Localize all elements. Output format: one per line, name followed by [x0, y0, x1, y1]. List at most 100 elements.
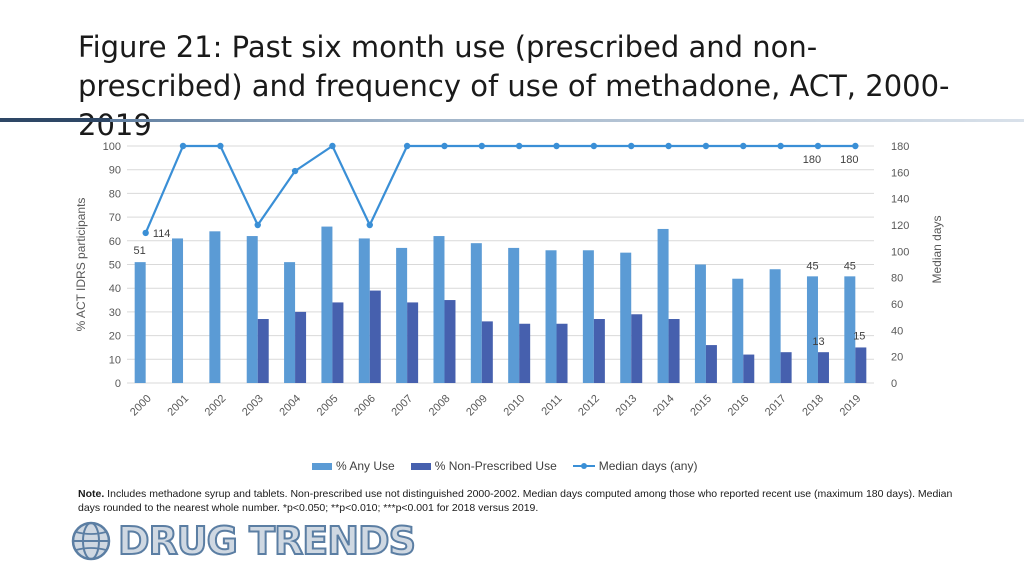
y2-tick-label: 140: [891, 194, 909, 206]
data-label: 13: [812, 336, 824, 348]
bar-any-use: [769, 269, 781, 383]
y-tick-label: 20: [109, 331, 121, 343]
data-label: 45: [844, 260, 856, 272]
bar-any-use: [321, 226, 333, 383]
bar-any-use: [844, 276, 856, 383]
note-label: Note: [78, 488, 102, 500]
bar-non-prescribed: [631, 314, 643, 383]
x-tick-label: 2005: [315, 393, 341, 419]
x-tick-label: 2007: [389, 393, 415, 419]
data-label: 114: [153, 228, 171, 240]
bar-non-prescribed: [407, 302, 419, 383]
bar-non-prescribed: [519, 323, 531, 383]
bar-non-prescribed: [668, 319, 680, 383]
bar-non-prescribed: [743, 354, 755, 383]
y-tick-label: 90: [109, 165, 121, 177]
chart-legend: % Any Use % Non-Prescribed Use Median da…: [312, 459, 697, 473]
bar-any-use: [284, 262, 296, 383]
y-tick-label: 70: [109, 212, 121, 224]
bar-any-use: [508, 247, 520, 383]
bar-any-use: [732, 278, 744, 383]
y-tick-label: 0: [115, 378, 121, 390]
bar-non-prescribed: [556, 323, 568, 383]
bar-non-prescribed: [369, 290, 381, 383]
y-tick-label: 30: [109, 307, 121, 319]
y2-tick-label: 60: [891, 299, 903, 311]
median-point: [403, 142, 411, 150]
y2-tick-label: 0: [891, 378, 897, 390]
bar-any-use: [433, 236, 445, 383]
bar-any-use: [657, 228, 669, 383]
y-axis-title: % ACT IDRS participants: [74, 198, 88, 332]
bar-any-use: [806, 276, 818, 383]
logo-text: DRUG TRENDS: [117, 519, 417, 563]
bar-any-use: [209, 231, 221, 383]
x-tick-label: 2017: [763, 393, 789, 419]
note-text: Includes methadone syrup and tablets. No…: [78, 488, 953, 514]
x-tick-label: 2000: [128, 393, 154, 419]
bar-non-prescribed: [780, 352, 792, 383]
x-tick-label: 2019: [838, 393, 864, 419]
data-label: 51: [134, 245, 146, 257]
median-point: [665, 142, 672, 150]
title-divider: [0, 118, 1024, 124]
bar-any-use: [470, 243, 482, 383]
bar-any-use: [134, 262, 146, 383]
legend-median: Median days (any): [572, 459, 698, 473]
bar-non-prescribed: [257, 319, 269, 383]
legend-swatch-median: [572, 463, 595, 469]
bar-any-use: [545, 250, 557, 383]
bar-non-prescribed: [593, 319, 605, 383]
combo-chart: 0 10 20 30 40 50 60 70 80 90 100 0 20 40 60 80 100 120 140…: [74, 141, 944, 419]
legend-label-non-prescribed: % Non-Prescribed Use: [434, 459, 557, 473]
y-tick-label: 40: [109, 283, 121, 295]
bar-any-use: [694, 264, 706, 383]
y2-tick-label: 20: [891, 352, 903, 364]
y2-tick-label: 160: [891, 167, 909, 179]
median-point: [628, 142, 635, 150]
y2-tick-label: 100: [891, 246, 909, 258]
median-point: [777, 142, 784, 150]
bar-any-use: [582, 250, 594, 383]
bar-non-prescribed: [295, 311, 307, 383]
x-tick-label: 2003: [240, 393, 266, 419]
bar-any-use: [358, 238, 370, 383]
x-tick-label: 2014: [651, 393, 677, 419]
bar-non-prescribed: [705, 345, 717, 383]
drug-trends-logo: DRUG TRENDS: [70, 519, 417, 563]
median-point: [702, 142, 710, 150]
median-point: [179, 142, 187, 150]
data-label: 180: [840, 154, 858, 166]
bar-non-prescribed: [817, 352, 829, 383]
x-tick-label: 2015: [688, 393, 714, 419]
bar-non-prescribed: [855, 347, 867, 383]
median-point: [329, 142, 336, 150]
data-label: 15: [853, 330, 865, 342]
x-tick-label: 2001: [165, 393, 191, 419]
x-tick-label: 2012: [576, 393, 602, 419]
median-point: [590, 142, 598, 150]
data-label: 180: [803, 154, 821, 166]
x-tick-label: 2009: [464, 393, 490, 419]
page-title: Figure 21: Past six month use (prescribe…: [78, 30, 950, 142]
legend-non-prescribed: % Non-Prescribed Use: [410, 459, 557, 473]
median-point: [142, 229, 149, 237]
median-point: [366, 221, 373, 229]
legend-any-use: % Any Use: [312, 459, 395, 473]
x-tick-label: 2008: [427, 393, 453, 419]
median-point: [515, 142, 523, 150]
x-tick-label: 2018: [800, 393, 826, 419]
legend-swatch-any-use: [312, 462, 332, 470]
x-tick-label: 2016: [726, 393, 752, 419]
y2-tick-label: 80: [891, 273, 903, 285]
y2-axis-title: Median days: [930, 215, 944, 283]
median-point: [291, 167, 299, 175]
globe-icon: [71, 521, 111, 561]
legend-label-median: Median days (any): [598, 459, 698, 473]
bar-any-use: [246, 236, 258, 383]
legend-label-any-use: % Any Use: [336, 459, 395, 473]
bar-non-prescribed: [444, 300, 456, 383]
bar-non-prescribed: [481, 321, 493, 383]
x-tick-label: 2011: [539, 393, 564, 418]
x-tick-label: 2004: [277, 393, 303, 419]
